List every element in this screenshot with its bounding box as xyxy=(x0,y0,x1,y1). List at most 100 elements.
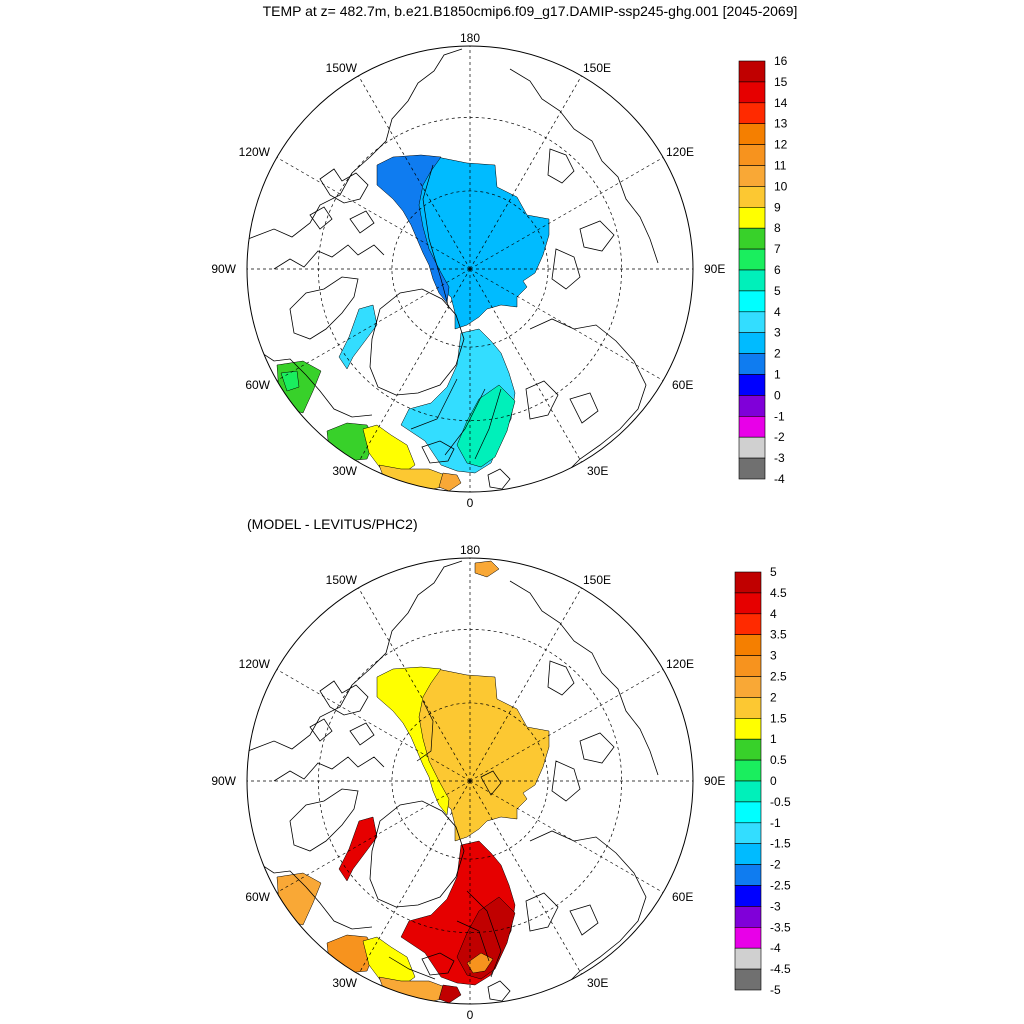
colorbar-swatch xyxy=(734,885,762,907)
colorbar-swatch xyxy=(738,374,766,396)
colorbar-swatch xyxy=(734,717,762,740)
colorbar-tick-label: -4 xyxy=(774,472,785,486)
colorbar-tick-label: 4 xyxy=(774,305,781,319)
colorbar-tick-label: 13 xyxy=(774,117,788,131)
coastline xyxy=(319,168,369,204)
colorbar-tick-label: -2 xyxy=(774,430,785,444)
colorbar-tick-label: 1 xyxy=(770,732,777,746)
colorbar-tick-label: 3 xyxy=(774,326,781,340)
region-north-atlantic-edge xyxy=(438,472,462,492)
colorbar-tick-label: 14 xyxy=(774,96,788,110)
colorbar-swatch xyxy=(738,186,766,208)
colorbar-tick-label: 2 xyxy=(774,347,781,361)
colorbar-tick-label: 0.5 xyxy=(770,753,787,767)
colorbar-tick-label: -0.5 xyxy=(770,795,791,809)
colorbar-swatch xyxy=(738,207,766,229)
colorbar-swatch xyxy=(734,780,762,803)
region-irminger-sea xyxy=(362,936,416,988)
region-norwegian-sea xyxy=(456,896,516,980)
colorbar-tick-label: -2.5 xyxy=(770,879,791,893)
longitude-label: 90E xyxy=(704,262,725,276)
colorbar-tick-label: 12 xyxy=(774,138,788,152)
colorbar-tick-label: -1 xyxy=(770,816,781,830)
colorbar-swatch xyxy=(738,332,766,354)
colorbar-tick-label: 16 xyxy=(774,54,788,68)
colorbar-swatch xyxy=(734,697,762,719)
meridian-line xyxy=(469,157,664,270)
colorbar-tick-label: 1.5 xyxy=(770,711,787,725)
longitude-label: 60W xyxy=(245,890,270,904)
colorbar-swatch xyxy=(738,248,766,271)
map-panel-difference: 180 150E 120E 90E 60E 30E 0 30W 60W 90W 120W 150W xyxy=(211,543,725,1022)
coastline xyxy=(369,800,465,908)
longitude-label: 90W xyxy=(211,262,236,276)
contour-line xyxy=(474,388,502,460)
longitude-label: 60E xyxy=(672,378,693,392)
longitude-label: 180 xyxy=(460,543,480,557)
longitude-label: 60W xyxy=(245,378,270,392)
colorbar-tick-label: 5 xyxy=(774,284,781,298)
colorbar-swatch xyxy=(734,592,762,615)
coastline xyxy=(547,660,575,696)
colorbar-swatch xyxy=(738,457,766,480)
colorbar-tick-label: -5 xyxy=(770,983,781,997)
coastline xyxy=(509,580,659,776)
colorbar-tick-label: 2.5 xyxy=(770,670,787,684)
meridian-line xyxy=(276,669,471,782)
meridian-line xyxy=(358,587,471,782)
map-field-model xyxy=(247,46,693,492)
colorbar-swatch xyxy=(734,864,762,886)
colorbar-tick-label: 6 xyxy=(774,263,781,277)
colorbar-tick-label: 7 xyxy=(774,242,781,256)
region-baffin-bay xyxy=(338,816,378,882)
longitude-label: 150E xyxy=(583,61,611,75)
meridian-line xyxy=(469,780,664,893)
coastline xyxy=(247,560,463,752)
colorbar-tick-label: -4 xyxy=(770,941,781,955)
colorbar-tick-label: -3.5 xyxy=(770,920,791,934)
longitude-label: 150E xyxy=(583,573,611,587)
coastline xyxy=(273,756,385,782)
contour-line xyxy=(388,956,436,980)
colorbar-swatch xyxy=(734,676,762,698)
meridian-line xyxy=(358,780,471,975)
longitude-label: 120W xyxy=(239,657,271,671)
meridian-line xyxy=(469,268,582,463)
colorbar-swatch xyxy=(738,395,766,417)
colorbar-tick-label: 4 xyxy=(770,607,777,621)
coastline xyxy=(525,380,559,420)
colorbar-swatch xyxy=(738,123,766,145)
meridian-line xyxy=(469,780,582,975)
colorbar-tick-label: 15 xyxy=(774,75,788,89)
colorbar-swatch xyxy=(734,738,762,761)
colorbar-swatch xyxy=(738,290,766,313)
longitude-label: 120E xyxy=(666,145,694,159)
meridian-line xyxy=(358,75,471,270)
contour-line xyxy=(416,700,434,762)
contour-line xyxy=(466,890,502,978)
longitude-label: 60E xyxy=(672,890,693,904)
colorbar-swatch xyxy=(734,947,762,970)
coastline xyxy=(369,288,465,396)
colorbar-tick-label: -2 xyxy=(770,858,781,872)
coastline xyxy=(551,760,581,802)
longitude-label: 90E xyxy=(704,774,725,788)
meridian-line xyxy=(469,75,582,270)
contour-line xyxy=(410,378,458,430)
map-boundary xyxy=(246,45,694,493)
figure-title: TEMP at z= 482.7m, b.e21.B1850cmip6.f09_… xyxy=(263,3,798,19)
colorbar-tick-label: 1 xyxy=(774,368,781,382)
colorbar-tick-label: 0 xyxy=(770,774,777,788)
coastline xyxy=(289,788,359,852)
colorbar-tick-label: -3 xyxy=(774,451,785,465)
map-field-difference xyxy=(247,558,693,1004)
colorbar-tick-label: 9 xyxy=(774,200,781,214)
colorbar-swatch xyxy=(738,353,766,375)
colorbar-swatch xyxy=(734,613,762,635)
region-canada-basin-margin xyxy=(376,666,450,816)
colorbar-swatch xyxy=(738,436,766,459)
coastline xyxy=(421,952,455,976)
colorbar-swatch xyxy=(734,843,762,865)
longitude-label: 30E xyxy=(587,976,608,990)
